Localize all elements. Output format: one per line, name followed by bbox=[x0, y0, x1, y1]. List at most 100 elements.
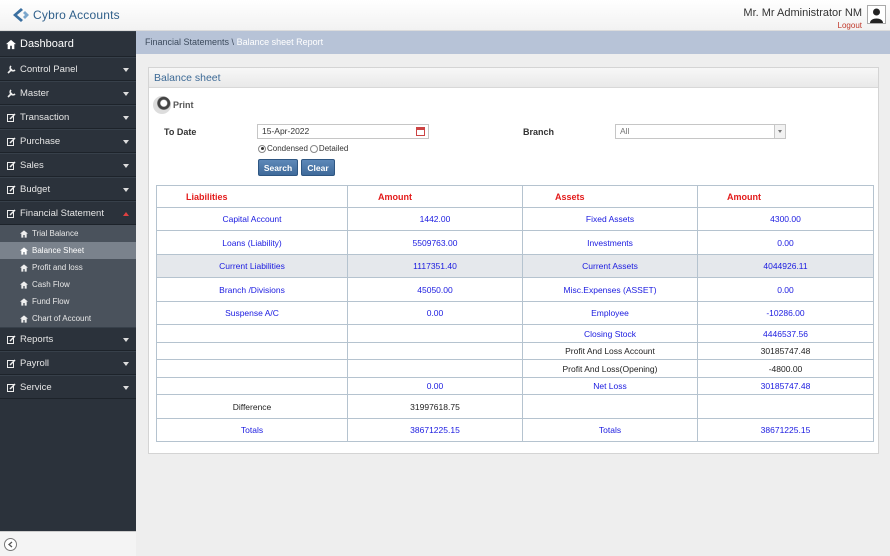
balance-sheet-panel: Balance sheet Print To Date 15-Apr-2022 … bbox=[148, 67, 879, 454]
table-row: Current Liabilities 1117351.40 Current A… bbox=[156, 254, 874, 278]
home-icon bbox=[20, 280, 28, 289]
search-button[interactable]: Search bbox=[258, 159, 298, 176]
to-date-value: 15-Apr-2022 bbox=[262, 126, 310, 136]
radio-condensed[interactable] bbox=[258, 144, 266, 153]
liability-name[interactable]: Branch /Divisions bbox=[156, 277, 348, 302]
asset-amount: 4300.00 bbox=[697, 207, 874, 231]
asset-amount: -4800.00 bbox=[697, 359, 874, 378]
edit-icon bbox=[6, 184, 16, 194]
sidebar-item-purchase[interactable]: Purchase bbox=[0, 129, 136, 153]
asset-amount: 0.00 bbox=[697, 277, 874, 302]
print-button[interactable]: Print bbox=[153, 96, 194, 114]
sidebar-item-dashboard[interactable]: Dashboard bbox=[0, 31, 136, 57]
breadcrumb-current: Balance sheet Report bbox=[236, 37, 324, 47]
wrench-icon bbox=[6, 64, 16, 74]
liability-amount: 0.00 bbox=[347, 377, 523, 395]
print-icon bbox=[153, 96, 171, 114]
radio-condensed-label: Condensed bbox=[267, 144, 308, 153]
edit-icon bbox=[6, 358, 16, 368]
chevron-down-icon bbox=[123, 116, 129, 120]
asset-name[interactable]: Current Assets bbox=[522, 254, 698, 278]
sidebar-item-transaction[interactable]: Transaction bbox=[0, 105, 136, 129]
asset-amount: 4044926.11 bbox=[697, 254, 874, 278]
home-icon bbox=[20, 263, 28, 272]
asset-name bbox=[522, 394, 698, 419]
asset-name[interactable]: Net Loss bbox=[522, 377, 698, 395]
column-header: Assets bbox=[522, 185, 698, 208]
edit-icon bbox=[6, 208, 16, 218]
liability-name[interactable]: Suspense A/C bbox=[156, 301, 348, 325]
sidebar-subitem-label: Profit and loss bbox=[32, 263, 83, 272]
sidebar-subitem-chart-of-account[interactable]: Chart of Account bbox=[0, 310, 136, 327]
asset-amount bbox=[697, 394, 874, 419]
totals-label: Totals bbox=[522, 418, 698, 442]
liability-amount bbox=[347, 324, 523, 343]
table-row: 0.00 Net Loss 30185747.48 bbox=[156, 377, 874, 395]
table-row: Closing Stock 4446537.56 bbox=[156, 324, 874, 343]
asset-name[interactable]: Closing Stock bbox=[522, 324, 698, 343]
sidebar-subitem-trial-balance[interactable]: Trial Balance bbox=[0, 225, 136, 242]
avatar[interactable] bbox=[867, 5, 886, 24]
sidebar-item-label: Financial Statement bbox=[20, 207, 104, 219]
breadcrumb-parent[interactable]: Financial Statements \ bbox=[145, 37, 235, 47]
chevron-down-icon bbox=[123, 362, 129, 366]
sidebar-item-master[interactable]: Master bbox=[0, 81, 136, 105]
sidebar-subitem-cash-flow[interactable]: Cash Flow bbox=[0, 276, 136, 293]
liability-name[interactable]: Current Liabilities bbox=[156, 254, 348, 278]
sidebar-item-budget[interactable]: Budget bbox=[0, 177, 136, 201]
chevron-down-icon bbox=[123, 140, 129, 144]
asset-name[interactable]: Fixed Assets bbox=[522, 207, 698, 231]
radio-detailed[interactable] bbox=[309, 144, 318, 153]
logout-link[interactable]: Logout bbox=[837, 21, 862, 30]
asset-name[interactable]: Investments bbox=[522, 230, 698, 255]
home-icon bbox=[20, 297, 28, 306]
calendar-icon[interactable] bbox=[416, 127, 425, 136]
asset-name[interactable]: Misc.Expenses (ASSET) bbox=[522, 277, 698, 302]
sidebar-item-label: Budget bbox=[20, 183, 51, 195]
chevron-up-icon bbox=[123, 212, 129, 216]
sidebar-item-reports[interactable]: Reports bbox=[0, 327, 136, 351]
asset-name: Profit And Loss(Opening) bbox=[522, 359, 698, 378]
table-row: Difference 31997618.75 bbox=[156, 394, 874, 419]
totals-label: Totals bbox=[156, 418, 348, 442]
sidebar-subitem-balance-sheet[interactable]: Balance Sheet bbox=[0, 242, 136, 259]
home-icon bbox=[20, 229, 28, 238]
user-name: Mr. Mr Administrator NM bbox=[743, 7, 862, 19]
sidebar-collapse-icon[interactable] bbox=[4, 538, 17, 551]
edit-icon bbox=[6, 334, 16, 344]
table-row: Profit And Loss(Opening) -4800.00 bbox=[156, 359, 874, 378]
clear-button[interactable]: Clear bbox=[301, 159, 335, 176]
top-bar: Cybro Accounts Mr. Mr Administrator NM L… bbox=[0, 0, 890, 31]
sidebar-subitem-profit-and-loss[interactable]: Profit and loss bbox=[0, 259, 136, 276]
app-logo[interactable]: Cybro Accounts bbox=[12, 7, 120, 23]
chevron-down-icon[interactable] bbox=[774, 125, 785, 138]
to-date-field[interactable]: 15-Apr-2022 bbox=[257, 124, 429, 139]
liability-amount: 1442.00 bbox=[347, 207, 523, 231]
branch-selected-value: All bbox=[620, 126, 630, 136]
totals-amount: 38671225.15 bbox=[697, 418, 874, 442]
chevron-down-icon bbox=[123, 164, 129, 168]
liability-name[interactable]: Capital Account bbox=[156, 207, 348, 231]
table-row: Profit And Loss Account 30185747.48 bbox=[156, 342, 874, 360]
sidebar-item-payroll[interactable]: Payroll bbox=[0, 351, 136, 375]
asset-amount: 30185747.48 bbox=[697, 377, 874, 395]
column-header: Amount bbox=[347, 185, 523, 208]
home-icon bbox=[6, 39, 16, 49]
sidebar-item-service[interactable]: Service bbox=[0, 375, 136, 399]
sidebar-item-financial-statement[interactable]: Financial Statement bbox=[0, 201, 136, 225]
asset-name[interactable]: Employee bbox=[522, 301, 698, 325]
chevron-down-icon bbox=[123, 338, 129, 342]
chevron-down-icon bbox=[123, 68, 129, 72]
sidebar-item-label: Payroll bbox=[20, 357, 50, 369]
sidebar-subitem-fund-flow[interactable]: Fund Flow bbox=[0, 293, 136, 310]
sidebar-item-sales[interactable]: Sales bbox=[0, 153, 136, 177]
branch-select[interactable]: All bbox=[615, 124, 786, 139]
to-date-label: To Date bbox=[164, 127, 197, 137]
edit-icon bbox=[6, 136, 16, 146]
column-header: Liabilities bbox=[156, 185, 348, 208]
sidebar-item-control-panel[interactable]: Control Panel bbox=[0, 57, 136, 81]
liability-name[interactable]: Loans (Liability) bbox=[156, 230, 348, 255]
difference-amount: 31997618.75 bbox=[347, 394, 523, 419]
table-row: Capital Account 1442.00 Fixed Assets 430… bbox=[156, 207, 874, 231]
sidebar-subitem-label: Balance Sheet bbox=[32, 246, 85, 255]
